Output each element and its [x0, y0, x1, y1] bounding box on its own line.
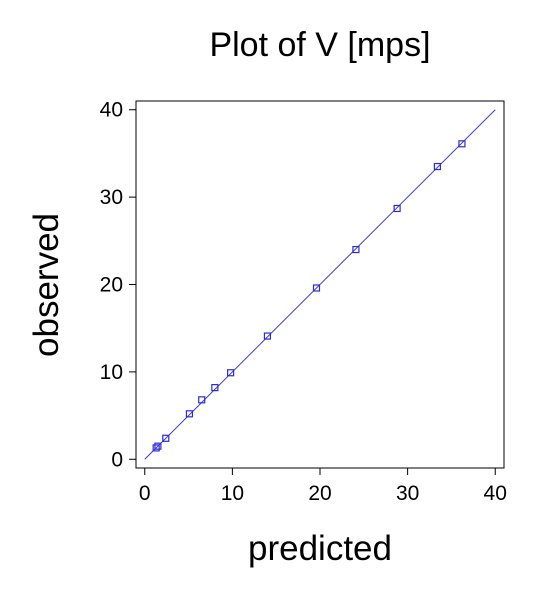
data-point [211, 384, 219, 392]
data-point [393, 204, 401, 213]
x-tick-label: 40 [484, 482, 507, 505]
y-tick-label: 30 [100, 186, 123, 209]
y-tick-label: 10 [100, 361, 123, 384]
chart-title: Plot of V [mps] [209, 26, 430, 64]
x-tick-label: 0 [139, 482, 151, 505]
y-tick-label: 40 [100, 99, 123, 122]
y-axis-ticks: 0 10 20 30 40 [100, 99, 136, 471]
y-tick-label: 0 [111, 448, 123, 471]
data-point [263, 332, 272, 340]
x-tick-label: 30 [396, 482, 419, 505]
data-point [433, 162, 442, 171]
data-point [152, 444, 160, 452]
data-point [185, 410, 194, 418]
x-axis-label: predicted [248, 529, 392, 568]
data-point [154, 442, 162, 450]
data-point [352, 245, 360, 254]
data-point [227, 369, 235, 377]
points-layer [152, 140, 466, 452]
y-axis-label: observed [27, 213, 66, 357]
data-point [162, 434, 170, 442]
y-tick-label: 20 [100, 274, 123, 297]
x-tick-label: 20 [308, 482, 331, 505]
x-axis-ticks: 0 10 20 30 40 [139, 468, 507, 505]
data-point [312, 284, 321, 292]
data-point [458, 140, 466, 148]
x-tick-label: 10 [221, 482, 244, 505]
data-point [198, 396, 206, 404]
